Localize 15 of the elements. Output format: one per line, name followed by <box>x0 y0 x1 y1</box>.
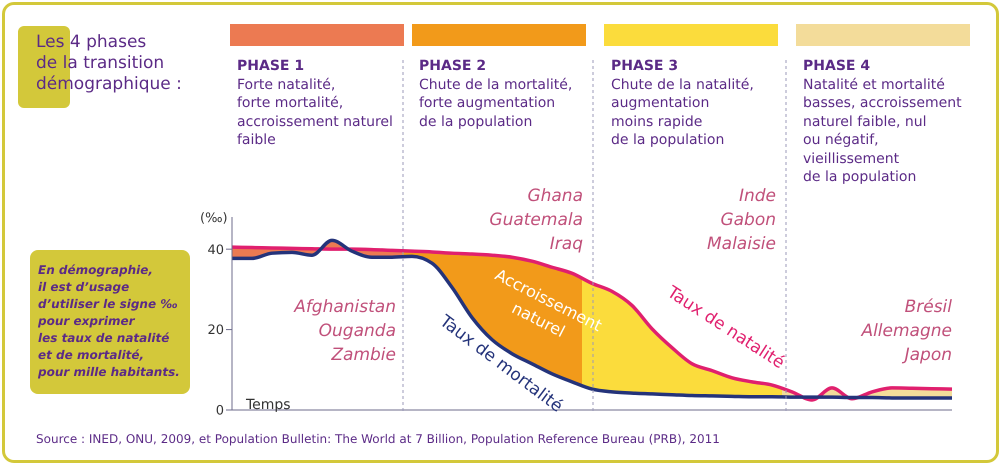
x-axis-title: Temps <box>245 397 291 413</box>
text: En démographie, il est d’usage d’utiliser le signe ‰ pour exprimer les taux de natalité et de mortalité, pour mille habitants. <box>38 262 180 381</box>
text: PHASE 1 Forte natalité, forte mortalité, accroissement naturel faible <box>237 57 393 150</box>
text: PHASE 3 Chute de la natalité, augmentation moins rapide de la population <box>611 57 754 150</box>
y-axis-title: (‰) <box>200 211 228 226</box>
text: PHASE 2 Chute de la mortalité, forte augmentation de la population <box>419 57 572 131</box>
y-tick-label: 20 <box>207 323 224 338</box>
source-note: Source : INED, ONU, 2009, et Population Bulletin: The World at 7 Billion, Population Reference Bureau (PRB), 2011 <box>36 432 720 446</box>
y-tick-label: 0 <box>216 404 224 419</box>
annotation: Ghana Guatemala Iraq <box>489 185 583 256</box>
y-tick-label: 40 <box>207 242 224 258</box>
annotation: Afghanistan Ouganda Zambie <box>294 296 396 367</box>
annotation: Brésil Allemagne Japon <box>861 296 952 367</box>
text: PHASE 4 Natalité et mortalité basses, accroissement naturel faible, nul ou négatif, vieillissement de la population <box>803 57 962 186</box>
annotation: Inde Gabon Malaisie <box>707 185 776 256</box>
